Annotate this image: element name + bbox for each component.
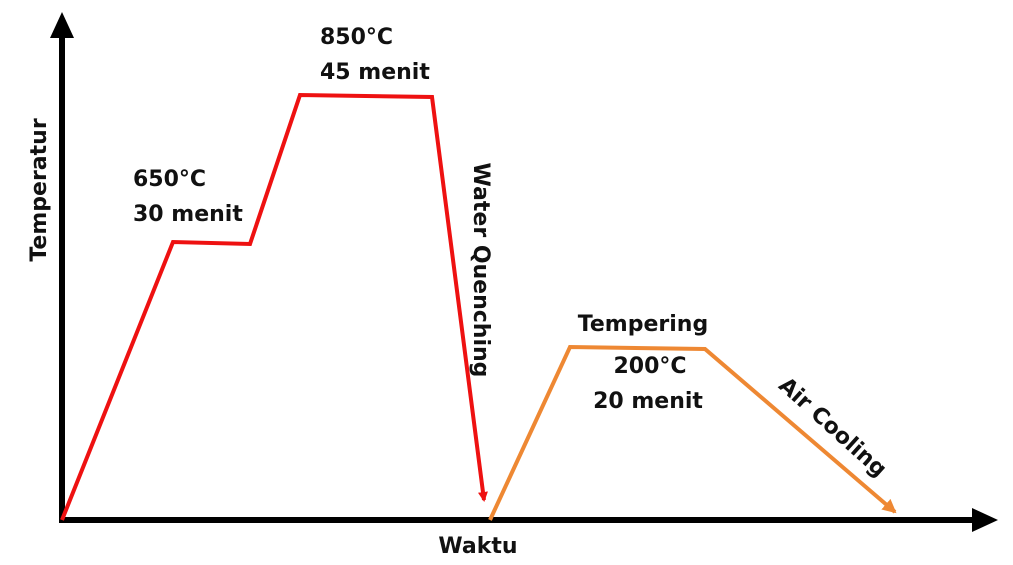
stage-duration: 45 menit	[320, 60, 430, 85]
y-axis-arrow	[50, 12, 74, 38]
tempering-path	[488, 344, 897, 521]
transition-label: Water Quenching	[468, 163, 493, 378]
stage-temperature: 650°C	[133, 167, 206, 192]
heating-path	[60, 92, 488, 521]
stage-temperature: 850°C	[320, 25, 393, 50]
stage-duration: 30 menit	[133, 202, 243, 227]
x-axis-arrow	[972, 508, 998, 532]
transition-label: Air Cooling	[773, 373, 891, 483]
x-axis-label: Waktu	[438, 534, 517, 559]
stage-duration: 20 menit	[593, 389, 703, 414]
y-axis-label: Temperatur	[27, 118, 52, 261]
stage-title: Tempering	[578, 312, 708, 337]
stage-temperature: 200°C	[613, 354, 686, 379]
